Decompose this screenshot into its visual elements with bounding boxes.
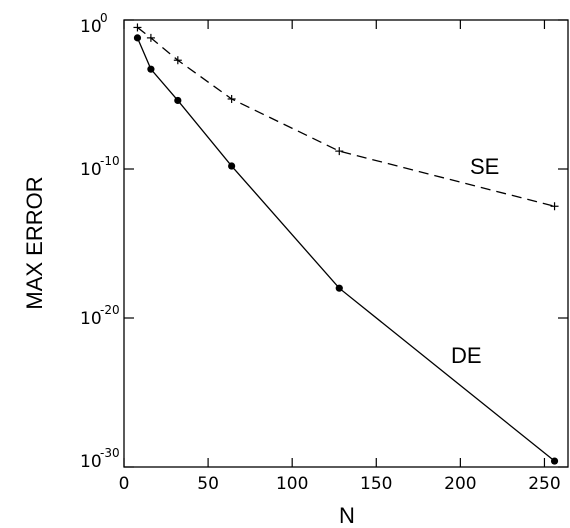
y-tick-exponent: -30: [100, 446, 120, 460]
y-tick-base: 10: [80, 160, 102, 180]
data-point: [133, 23, 142, 32]
data-point: [174, 96, 182, 105]
data-point: [227, 94, 236, 103]
series-line-se: [137, 26, 555, 207]
x-tick-label: 50: [197, 474, 219, 494]
y-tick-label: 10-20: [80, 303, 120, 329]
y-tick-exponent: -10: [100, 154, 120, 168]
y-tick-label: 10-30: [80, 446, 120, 472]
data-point: [550, 202, 559, 211]
plot-frame: [123, 19, 569, 468]
x-tick-label: 100: [276, 474, 308, 494]
x-tick-label: 150: [360, 474, 392, 494]
series-layer: [133, 23, 559, 465]
data-point: [228, 162, 236, 170]
x-axis-title: N: [339, 503, 355, 528]
y-tick-label: 100: [80, 11, 108, 37]
y-tick-exponent: -20: [100, 303, 120, 317]
data-point: [147, 65, 155, 73]
data-point: [133, 34, 142, 42]
y-tick-base: 10: [80, 309, 102, 329]
series-de: [133, 34, 559, 465]
y-tick-base: 10: [80, 452, 102, 472]
series-label-se: SE: [470, 154, 499, 179]
series-label-de: DE: [451, 343, 482, 368]
ticks: [123, 19, 568, 468]
data-point: [173, 56, 182, 65]
x-tick-label: 250: [528, 474, 560, 494]
y-tick-base: 10: [80, 17, 102, 37]
data-point: [335, 147, 344, 156]
y-tick-label: 10-10: [80, 154, 120, 180]
data-point: [335, 284, 343, 292]
data-point: [550, 457, 559, 465]
series-line-de: [136, 37, 555, 462]
data-point: [146, 33, 155, 42]
y-tick-exponent: 0: [100, 11, 108, 25]
series-se: [133, 23, 559, 211]
y-axis-title: MAX ERROR: [22, 176, 47, 309]
x-tick-label: 200: [444, 474, 476, 494]
x-tick-label: 0: [119, 474, 130, 494]
